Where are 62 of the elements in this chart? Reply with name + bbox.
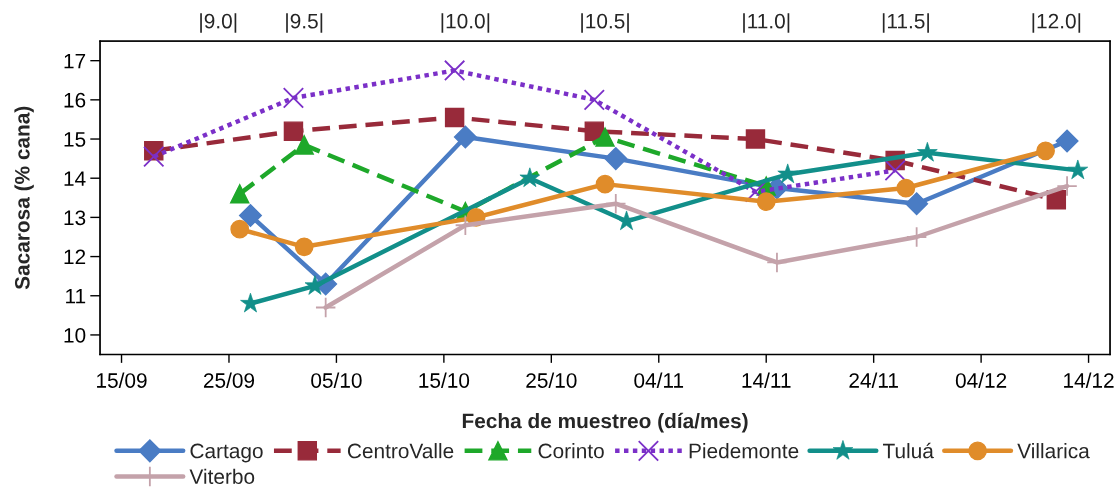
point xyxy=(143,146,165,168)
legend-label: Piedemonte xyxy=(689,443,799,459)
y-tick-label: 15 xyxy=(64,132,86,147)
y-tick-label: 11 xyxy=(66,288,86,304)
point xyxy=(1036,141,1055,161)
x2-tick-label: |9.5| xyxy=(286,13,323,33)
point xyxy=(896,178,916,198)
legend-label: Tuluá xyxy=(883,442,934,459)
point xyxy=(238,203,262,227)
x-tick-label: 04/12 xyxy=(955,372,1007,388)
y-tick-label: 13 xyxy=(64,210,86,226)
point xyxy=(453,125,477,149)
x-tick-label: 14/11 xyxy=(742,372,791,388)
point xyxy=(745,129,766,149)
point xyxy=(604,147,628,171)
y-tick-label: 14 xyxy=(64,171,86,186)
point xyxy=(443,59,466,82)
x-tick-label: 14/12 xyxy=(1064,372,1114,388)
y-axis-title: Sacarosa (% cana) xyxy=(14,106,34,290)
point xyxy=(282,87,305,109)
x2-tick-label: |11.0| xyxy=(743,13,790,33)
x-tick-label: 24/11 xyxy=(849,372,898,388)
point xyxy=(583,89,605,111)
x-axis-title: Fecha de muestreo (día/mes) xyxy=(462,412,748,433)
point xyxy=(906,226,928,248)
point xyxy=(283,121,304,141)
legend-label: CentroValle xyxy=(347,443,454,459)
x-tick-label: 15/09 xyxy=(97,372,147,388)
legend-label: Viterbo xyxy=(189,468,255,485)
point xyxy=(454,214,476,236)
x2-tick-label: |10.0| xyxy=(441,13,490,33)
legend-label: Villarica xyxy=(1017,443,1090,459)
point xyxy=(605,193,627,215)
point xyxy=(1056,175,1078,197)
legend-label: Corinto xyxy=(538,443,604,459)
x2-tick-label: |12.0| xyxy=(1032,13,1081,33)
point xyxy=(229,184,250,204)
y-tick-label: 10 xyxy=(64,327,86,343)
x2-tick-label: |9.0| xyxy=(200,13,237,33)
x-tick-label: 05/10 xyxy=(311,372,362,388)
x-tick-label: 15/10 xyxy=(419,372,470,388)
y-tick-label: 12 xyxy=(64,249,86,265)
point xyxy=(595,127,615,147)
point xyxy=(905,192,929,216)
x2-tick-label: |11.5| xyxy=(882,13,929,33)
point xyxy=(315,296,337,319)
point xyxy=(230,219,250,239)
point xyxy=(595,174,615,194)
legend-label: Cartago xyxy=(190,443,263,463)
x2-tick-label: |10.5| xyxy=(581,13,629,33)
point xyxy=(766,251,788,274)
x-tick-label: 04/11 xyxy=(634,372,684,388)
point xyxy=(884,159,906,182)
x-tick-label: 25/10 xyxy=(526,372,577,388)
point xyxy=(444,107,465,128)
point xyxy=(1055,129,1079,153)
point xyxy=(294,135,314,155)
point xyxy=(756,192,776,212)
point xyxy=(294,237,314,257)
x-tick-label: 25/09 xyxy=(203,372,255,388)
y-tick-label: 17 xyxy=(64,53,86,69)
y-tick-label: 16 xyxy=(64,92,86,108)
